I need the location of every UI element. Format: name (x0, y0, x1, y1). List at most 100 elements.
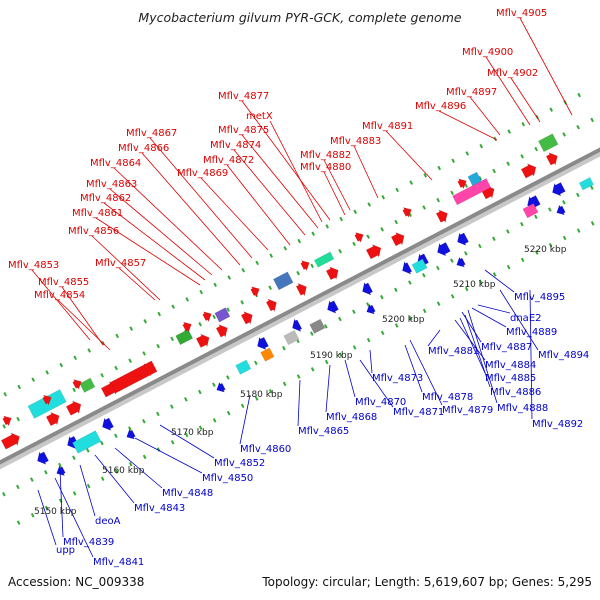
tick-dot (562, 235, 567, 241)
tick-dot (492, 272, 497, 277)
tick-dot (520, 221, 524, 227)
tick-dot (114, 365, 118, 371)
forward-gene-label: Mflv_4902 (487, 68, 538, 79)
reverse-gene-block (411, 258, 428, 274)
forward-gene-arrow (45, 411, 60, 427)
leader-line (109, 188, 213, 276)
forward-gene-block (538, 133, 559, 153)
tick-dot (198, 425, 203, 430)
tick-dot (143, 319, 147, 324)
tick-dot (156, 411, 160, 417)
forward-gene-block (313, 251, 335, 268)
tick-dot (366, 337, 371, 343)
reverse-gene-block (578, 177, 594, 191)
tick-dot (380, 330, 385, 336)
leader-line (427, 329, 441, 347)
forward-gene-label: Mflv_4856 (68, 226, 119, 237)
leader-line (91, 235, 161, 301)
tick-dot (576, 124, 580, 130)
tick-dot (492, 236, 496, 242)
tick-dot (59, 362, 63, 368)
tick-dot (590, 221, 595, 226)
tick-dot (212, 314, 216, 320)
kbp-tick-labels: 5150 kbp 5160 kbp 5170 kbp 5180 kbp 5190 kbp… (34, 245, 567, 517)
reverse-gene-label: upp (56, 545, 75, 556)
forward-gene-arrow (182, 321, 192, 333)
leader-line (353, 145, 379, 199)
forward-gene-label: Mflv_4867 (126, 128, 177, 139)
forward-gene-label: Mflv_4853 (8, 260, 59, 271)
reverse-gene-label: Mflv_4881 (428, 346, 479, 357)
tick-dot (534, 146, 538, 152)
tick-dot (199, 289, 203, 295)
tick-dot (100, 476, 105, 482)
reverse-gene-block (260, 347, 275, 362)
leader-line (344, 359, 356, 398)
label-leader-lines (31, 17, 573, 558)
tick-dot (352, 345, 357, 350)
forward-gene-label: Mflv_4875 (218, 125, 269, 136)
tick-dot (534, 250, 539, 255)
reverse-gene-arrow (437, 242, 451, 257)
tick-dot (339, 216, 343, 222)
tick-dot (520, 257, 525, 263)
reverse-gene-label: Mflv_4892 (532, 419, 583, 430)
reverse-gene-label: Mflv_4839 (63, 537, 114, 548)
tick-dot (422, 273, 426, 278)
genome-backbone (0, 147, 600, 465)
gene-features (0, 133, 594, 476)
reverse-gene-arrow (257, 336, 269, 351)
forward-gene-label: metX (246, 111, 273, 122)
reverse-gene-block (522, 203, 539, 219)
tick-dot (87, 348, 91, 353)
map-title: Mycobacterium gilvum PYR-GCK, complete g… (138, 10, 461, 25)
tick-dot (198, 321, 202, 327)
forward-gene-label: Mflv_4882 (300, 150, 351, 161)
tick-dot (72, 491, 77, 496)
tick-dot (395, 187, 399, 193)
leader-line (404, 344, 423, 393)
leader-line (149, 137, 253, 259)
leader-line (471, 307, 507, 328)
leader-line (241, 100, 331, 221)
tick-dot (352, 309, 356, 314)
forward-gene-arrow (325, 266, 339, 281)
tick-dot (72, 387, 76, 393)
tick-dot (142, 418, 146, 424)
tick-dot (549, 107, 553, 112)
tick-dot (590, 185, 594, 190)
tick-dot (296, 374, 301, 379)
reverse-gene-label: Mflv_4860 (240, 444, 291, 455)
reverse-gene-label: Mflv_4841 (93, 557, 144, 568)
forward-gene-arrow (42, 394, 52, 406)
forward-gene-arrow (240, 311, 253, 325)
leader-line (461, 311, 482, 343)
tick-dot (212, 418, 217, 423)
tick-dot (464, 183, 468, 188)
tick-dot (30, 477, 34, 482)
reverse-gene-label: Mflv_4889 (506, 327, 557, 338)
tick-dot (478, 243, 482, 249)
gene-labels: Mflv_4853 Mflv_4855 Mflv_4854 Mflv_4857 Mflv… (8, 8, 589, 568)
tick-dot (436, 265, 440, 271)
tick-dot (17, 384, 21, 390)
leader-line (323, 159, 351, 211)
reverse-gene-label: Mflv_4868 (326, 412, 377, 423)
reverse-gene-label: deoA (95, 516, 121, 527)
tick-label: 5180 kbp (240, 390, 283, 400)
reverse-gene-block (283, 329, 300, 346)
leader-line (519, 17, 573, 116)
reverse-gene-label: Mflv_4895 (514, 292, 565, 303)
tick-dot (254, 360, 258, 366)
leader-line (385, 130, 433, 181)
tick-dot (128, 426, 132, 431)
forward-gene-block (452, 178, 492, 206)
leader-line (134, 437, 203, 474)
tick-dot (450, 258, 454, 263)
tick-dot (213, 282, 217, 288)
reverse-gene-label: Mflv_4888 (497, 403, 548, 414)
forward-gene-arrow (215, 324, 228, 338)
tick-dot (576, 192, 580, 198)
tick-dot (129, 326, 133, 331)
tick-dot (310, 331, 314, 336)
